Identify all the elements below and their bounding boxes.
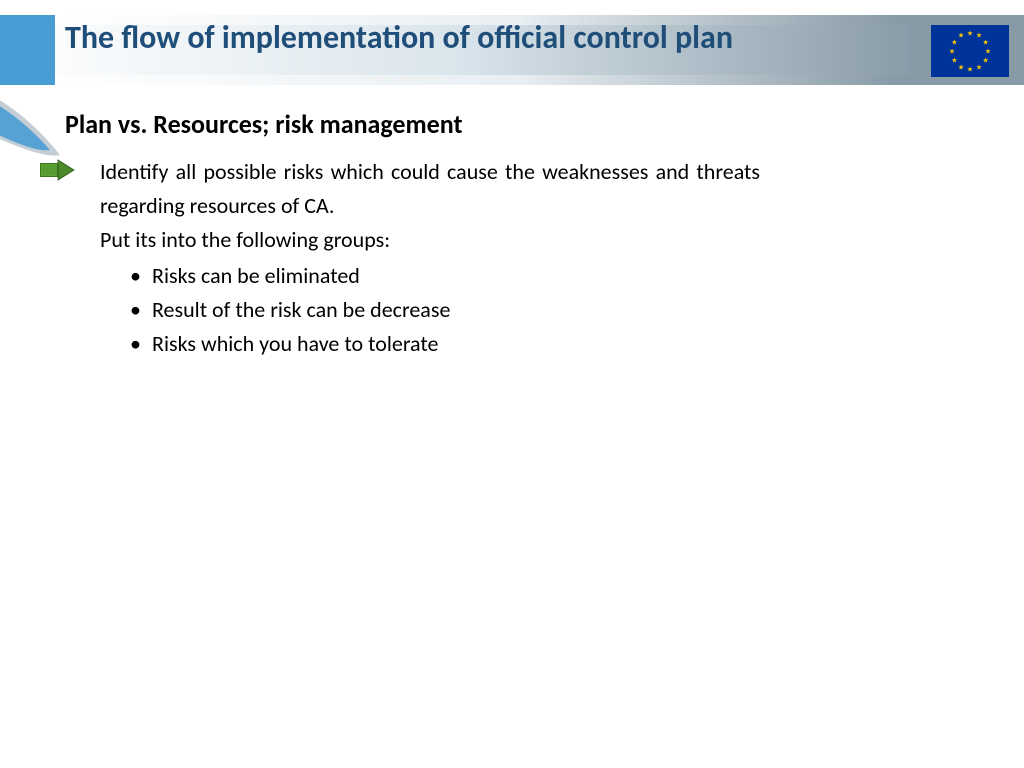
- list-item: Result of the risk can be decrease: [130, 293, 760, 327]
- body-text: Identify all possible risks which could …: [100, 155, 760, 362]
- slide-title: The flow of implementation of official c…: [65, 18, 845, 58]
- slide-subtitle: Plan vs. Resources; risk management: [65, 108, 462, 140]
- list-item: Risks can be eliminated: [130, 259, 760, 293]
- paragraph-2: Put its into the following groups:: [100, 223, 760, 257]
- paragraph-1: Identify all possible risks which could …: [100, 155, 760, 223]
- content-area: Identify all possible risks which could …: [40, 155, 760, 362]
- list-item: Risks which you have to tolerate: [130, 327, 760, 361]
- eu-stars: ★ ★ ★ ★ ★ ★ ★ ★ ★ ★ ★ ★: [950, 31, 990, 71]
- bullet-list: Risks can be eliminated Result of the ri…: [130, 259, 760, 361]
- eu-flag: ★ ★ ★ ★ ★ ★ ★ ★ ★ ★ ★ ★: [931, 25, 1009, 77]
- arrow-icon: [40, 159, 76, 181]
- header-left-strip: [0, 15, 55, 85]
